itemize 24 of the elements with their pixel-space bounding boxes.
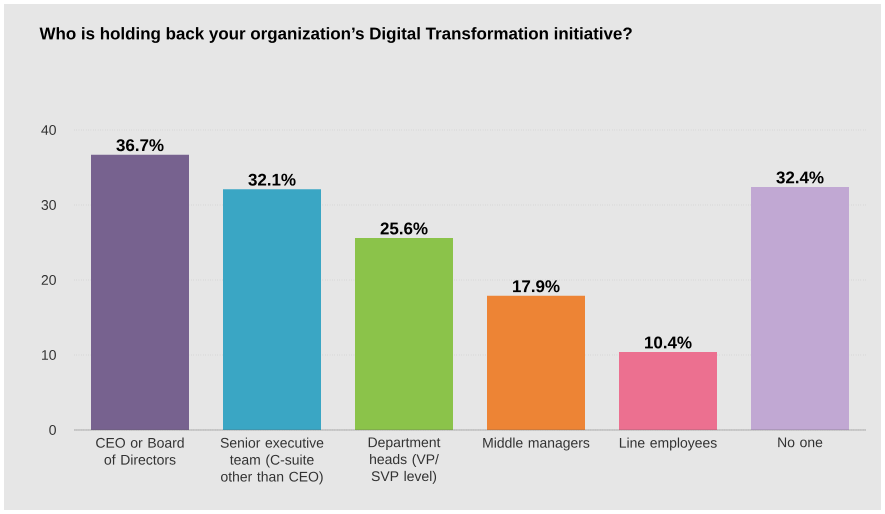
- x-tick-label: Senior executive team (C-suite other than CEO): [220, 438, 324, 484]
- data-label: 32.1%: [248, 174, 296, 186]
- chart-title: Who is holding back your organization’s Digital Transformation initiative?: [40, 27, 632, 43]
- y-tick-label: 30: [41, 200, 56, 210]
- data-label: 17.9%: [513, 280, 560, 292]
- y-tick-label: 40: [41, 125, 56, 135]
- bar: [91, 154, 189, 430]
- bar: [751, 186, 850, 430]
- data-label: 25.6%: [380, 222, 428, 234]
- y-tick-label: 20: [42, 275, 56, 285]
- x-tick-label: No one: [778, 438, 822, 448]
- x-tick-label: CEO or Board of Directors: [96, 438, 184, 465]
- data-label: 32.4%: [776, 171, 824, 184]
- data-label: 10.4%: [645, 336, 692, 348]
- bar: [355, 238, 453, 430]
- data-label: 36.7%: [116, 139, 164, 152]
- bar: [619, 352, 717, 430]
- x-tick-label: Middle managers: [483, 438, 590, 451]
- bar: [223, 189, 321, 430]
- y-tick-label: 0: [49, 425, 56, 435]
- x-tick-label: Line employees: [620, 438, 717, 451]
- y-tick-label: 10: [42, 350, 56, 360]
- bar: [487, 296, 585, 430]
- x-tick-label: Department heads (VP/ SVP level): [368, 438, 440, 484]
